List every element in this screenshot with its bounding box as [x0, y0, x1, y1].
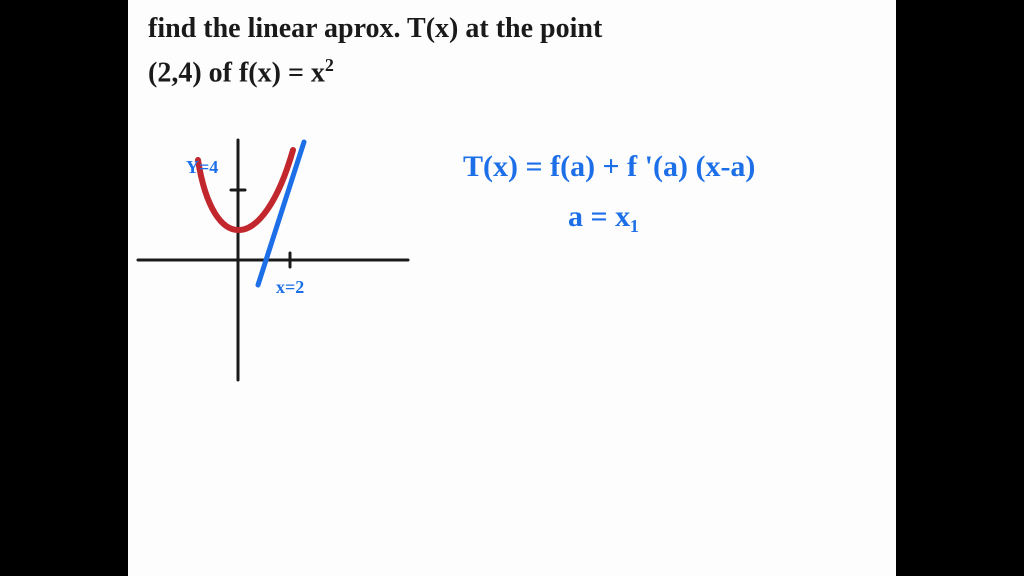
whiteboard: find the linear aprox. T(x) at the point… [128, 0, 896, 576]
formula-tx: T(x) = f(a) + f '(a) (x-a) [463, 150, 755, 183]
pillarbox-left [0, 0, 128, 576]
formula-a: a = x₁ [568, 200, 639, 233]
graph-svg [128, 0, 428, 420]
graph-y-label: Y=4 [186, 158, 218, 178]
pillarbox-right [896, 0, 1024, 576]
graph-x-label: x=2 [276, 278, 304, 298]
